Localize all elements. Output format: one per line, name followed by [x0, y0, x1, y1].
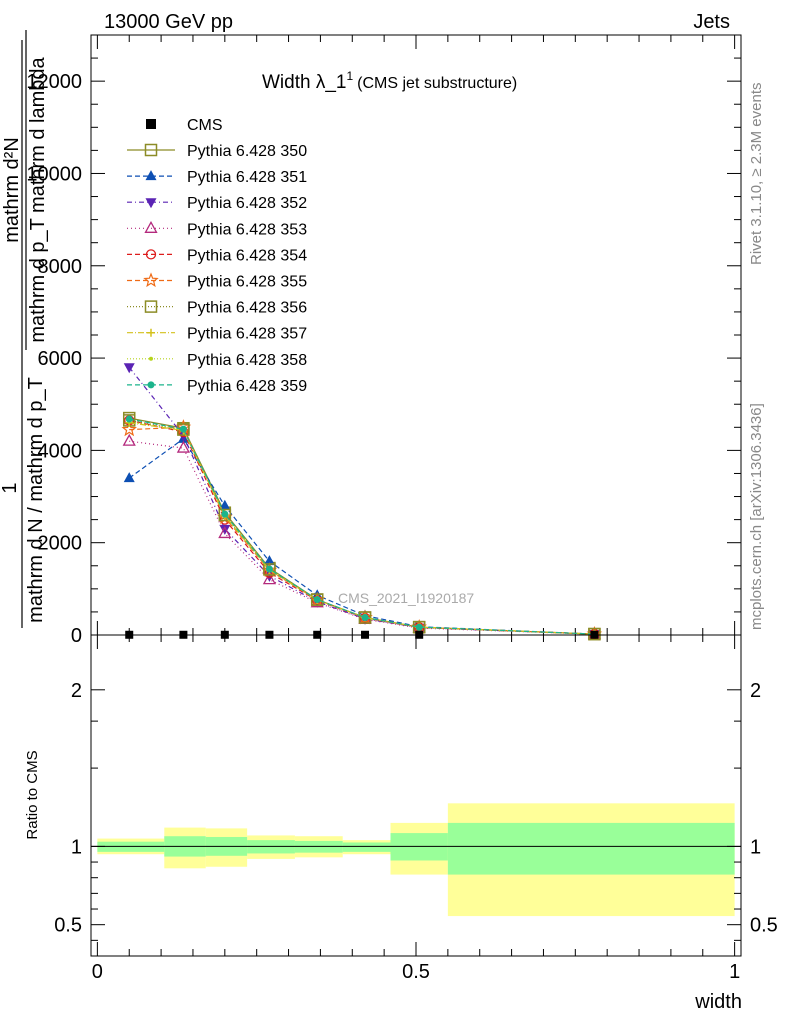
ratio-ylabel: Ratio to CMS: [24, 750, 41, 839]
series-point: [310, 593, 324, 606]
legend-label: Pythia 6.428 351: [187, 169, 307, 186]
series-point: [265, 565, 273, 573]
ratio-xaxis: 0 0.5 1: [92, 635, 740, 983]
ratio-panel: 0.5 0.51 12 2 0 0.5 1 Ratio to CMS width: [24, 634, 778, 1013]
legend-marker: [144, 143, 158, 157]
legend-label: Pythia 6.428 357: [187, 326, 307, 343]
legend-marker: [145, 249, 157, 260]
legend-label: Pythia 6.428 350: [187, 143, 307, 160]
series-point: [176, 440, 191, 453]
series-point: [121, 421, 137, 437]
rivet-label: Rivet 3.1.10, ≥ 2.3M events: [748, 83, 765, 266]
xaxis-label: width: [694, 991, 742, 1013]
legend-marker: [144, 220, 158, 233]
legend-label: Pythia 6.428 355: [187, 274, 307, 291]
legend-label-cms: CMS: [187, 117, 223, 134]
series-point: [123, 363, 135, 374]
legend-marker: [145, 170, 157, 181]
main-ytick-label: 12000: [26, 71, 82, 93]
legend-label: Pythia 6.428 356: [187, 300, 307, 317]
main-ylabel: 1 mathrm d N / mathrm d p_T mathrm d²N m…: [0, 30, 49, 628]
header-left-label: 13000 GeV pp: [104, 11, 233, 33]
legend-label: Pythia 6.428 352: [187, 195, 307, 212]
chart-title: Width λ_11 (CMS jet substructure): [262, 69, 517, 93]
legend-marker: [147, 328, 155, 337]
ratio-ytick-label: 0.5: [54, 915, 82, 937]
main-ytick-label: 6000: [38, 348, 83, 370]
legend-marker: [149, 356, 153, 361]
legend-label: Pythia 6.428 353: [187, 221, 307, 238]
legend-marker: [144, 300, 158, 313]
xtick-label: 0: [92, 961, 103, 983]
series-line: [129, 426, 595, 635]
main-ytick-label: 8000: [38, 256, 83, 278]
series-line: [129, 440, 595, 635]
ratio-ytick-label: 2: [71, 680, 82, 702]
legend: CMS Pythia 6.428 350 Pythia 6.428 351 Pythi…: [127, 117, 307, 395]
series-point: [122, 433, 136, 446]
series-line: [128, 366, 595, 635]
legend-label: Pythia 6.428 358: [187, 352, 307, 369]
ratio-band-inner: [342, 842, 391, 852]
main-yaxis: 0 2000 4000 6000 8000 10000 12000: [26, 57, 741, 647]
series-point: [358, 611, 372, 624]
series-point: [263, 563, 276, 576]
chart-title-sup: 1: [346, 69, 353, 83]
ratio-ytick-label-right: 2: [750, 680, 761, 702]
series-point: [219, 499, 231, 510]
series-point: [263, 555, 275, 566]
chart-title-main: Width λ_1: [262, 72, 346, 93]
ratio-ytick-label-right: 0.5: [750, 915, 778, 937]
ylabel-inner-num: mathrm d²N: [1, 137, 23, 243]
legend-marker: [143, 272, 159, 288]
series-point: [361, 614, 369, 622]
mcplots-label: mcplots.cern.ch [arXiv:1306.3436]: [748, 403, 765, 630]
series-point: [218, 508, 232, 522]
series-line: [129, 418, 595, 635]
ratio-yaxis: 0.5 0.5 1 1 2 2: [54, 680, 778, 941]
series-3: [122, 433, 602, 639]
ratio-bands: [97, 803, 735, 917]
legend-marker-cms: [146, 119, 156, 129]
series-point: [262, 572, 277, 585]
chart-subtitle: (CMS jet substructure): [357, 75, 517, 92]
main-ytick-label: 0: [71, 625, 82, 647]
ylabel-inner-den: mathrm d p_T mathrm d lambda: [27, 56, 49, 342]
ylabel-outer-num: 1: [0, 482, 21, 493]
series-point: [125, 415, 133, 423]
main-ytick-label: 2000: [38, 533, 83, 555]
legend-marker: [147, 381, 155, 389]
main-panel: 0 2000 4000 6000 8000 10000 12000 CMS_2021_I19…: [26, 34, 742, 647]
series-point: [218, 526, 232, 539]
watermark-label: CMS_2021_I1920187: [338, 590, 474, 606]
series-1: [123, 432, 600, 639]
header-right-label: Jets: [693, 11, 730, 33]
ratio-ytick-label: 1: [71, 836, 82, 858]
legend-label: Pythia 6.428 359: [187, 378, 307, 395]
series-point: [219, 524, 231, 535]
ylabel-outer-den: mathrm d N / mathrm d p_T: [25, 377, 47, 623]
series-point: [123, 472, 135, 483]
xtick-label: 1: [729, 961, 740, 983]
xtick-label: 0.5: [402, 961, 430, 983]
series-line: [129, 419, 595, 635]
series-point: [313, 596, 321, 604]
main-ytick-label: 4000: [38, 440, 83, 462]
ratio-ytick-label-right: 1: [750, 836, 761, 858]
legend-marker: [145, 198, 157, 209]
main-ytick-label: 10000: [26, 163, 82, 185]
ratio-band-inner: [447, 822, 735, 875]
series-point: [179, 425, 187, 433]
series-line: [128, 437, 595, 635]
series-point: [221, 510, 229, 518]
legend-label: Pythia 6.428 354: [187, 247, 307, 264]
series-point: [415, 623, 423, 631]
